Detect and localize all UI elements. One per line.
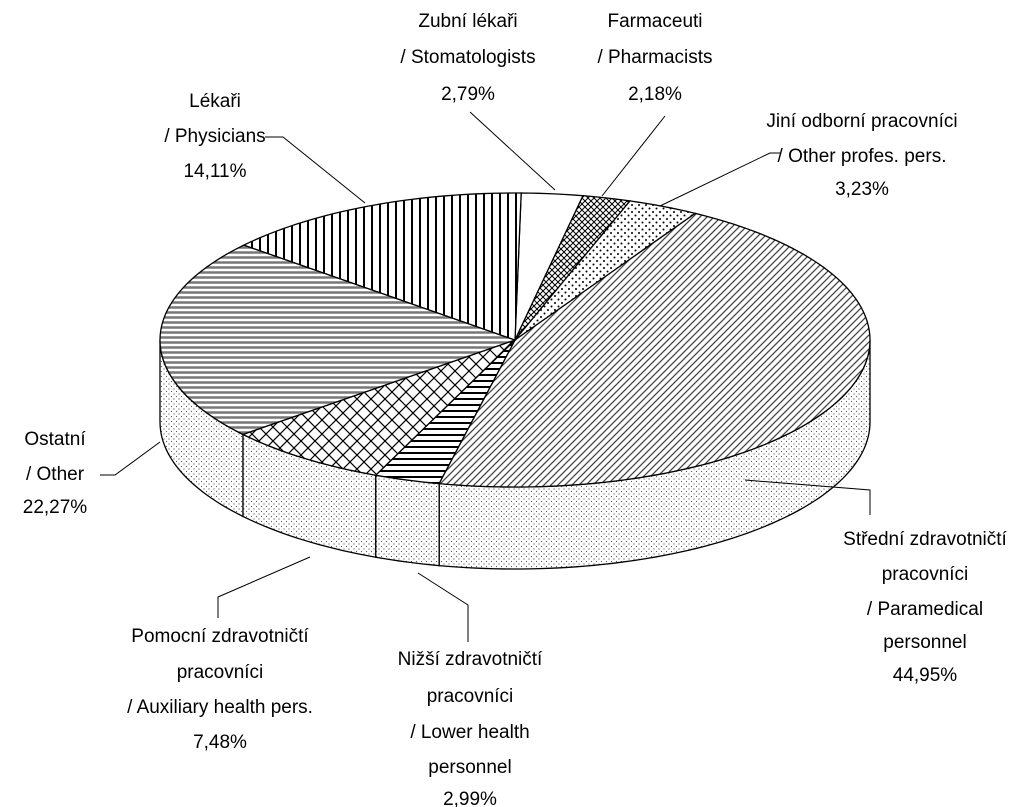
leader-line (469, 111, 556, 191)
slice (242, 192, 522, 341)
value-label: 2,18% (628, 84, 682, 105)
slice (159, 244, 517, 436)
slice-label: / Auxiliary health pers. (127, 697, 313, 718)
slice (374, 339, 516, 485)
slice-label: pracovníci (177, 662, 264, 683)
leader-line (601, 115, 666, 197)
slice-label: / Pharmacists (597, 47, 712, 68)
value-label: 22,27% (23, 497, 88, 518)
leader-line (100, 441, 161, 476)
value-label: 14,11% (183, 161, 246, 182)
slice-label: / Other (26, 464, 85, 485)
slice-label: pracovníci (427, 686, 514, 707)
slice-label: Střední zdravotničtí (843, 529, 1007, 550)
slice-label: Zubní lékaři (418, 11, 517, 32)
slice-label: pracovníci (882, 564, 969, 585)
leader-line (265, 136, 366, 204)
value-label: 7,48% (193, 732, 247, 753)
leader-line (217, 556, 311, 618)
slice-label: personnel (883, 632, 966, 653)
value-label: 2,79% (441, 84, 495, 105)
slice-label: Ostatní (24, 429, 86, 450)
leader-line (659, 152, 780, 207)
slice-label: / Physicians (164, 126, 265, 147)
slice-label: Lékaři (189, 91, 241, 112)
slice-label: / Lower health (410, 722, 529, 743)
value-label: 2,99% (443, 789, 497, 807)
slice-label: / Other profes. pers. (778, 146, 947, 167)
slice-label: personnel (428, 757, 511, 778)
slice (438, 212, 871, 488)
value-label: 44,95% (893, 665, 958, 686)
slice-side (375, 474, 440, 567)
slice-label: Farmaceuti (607, 11, 702, 32)
slice (514, 200, 697, 341)
slice-label: / Paramedical (867, 599, 983, 620)
leader-line (744, 479, 871, 515)
leader-line (417, 572, 469, 642)
slice-label: Pomocní zdravotničtí (131, 626, 309, 647)
slice-label: / Stomatologists (400, 47, 535, 68)
value-label: 3,23% (835, 179, 889, 200)
slice-label: Jiní odborní pracovníci (766, 111, 957, 132)
slice (241, 339, 516, 476)
slice-label: Nižší zdravotničtí (398, 649, 543, 670)
slice (514, 195, 632, 341)
